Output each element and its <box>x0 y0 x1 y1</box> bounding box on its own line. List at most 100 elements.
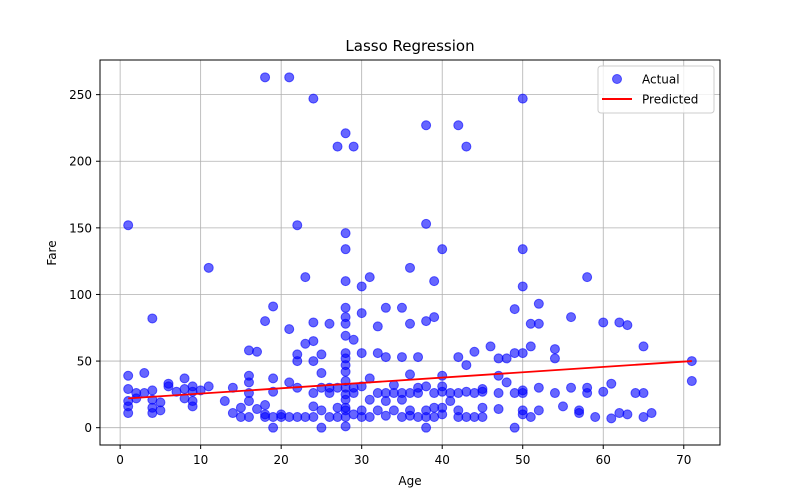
actual-point <box>348 388 359 399</box>
actual-point <box>638 412 649 423</box>
actual-point <box>147 385 158 396</box>
actual-point <box>243 345 254 356</box>
actual-point <box>308 336 319 347</box>
actual-point <box>405 369 415 380</box>
actual-point <box>606 413 617 424</box>
actual-point <box>525 412 536 423</box>
actual-point <box>388 405 399 416</box>
actual-point <box>557 401 568 412</box>
actual-point <box>260 400 271 411</box>
actual-point <box>308 388 319 399</box>
y-tick-label: 50 <box>77 355 92 369</box>
actual-point <box>308 93 319 104</box>
actual-point <box>308 412 319 423</box>
y-tick-label: 250 <box>69 88 92 102</box>
actual-point <box>413 388 424 399</box>
actual-point <box>477 402 488 413</box>
actual-point <box>477 412 488 423</box>
x-tick-label: 70 <box>676 453 691 467</box>
actual-point <box>493 388 504 399</box>
actual-point <box>243 412 254 423</box>
actual-point <box>243 396 254 407</box>
actual-point <box>517 348 528 359</box>
predicted-line-group <box>128 360 692 400</box>
actual-point <box>340 366 351 377</box>
actual-point <box>356 381 367 392</box>
actual-point <box>356 348 367 359</box>
actual-point <box>461 386 472 397</box>
actual-point <box>509 304 520 315</box>
predicted-line <box>128 360 692 400</box>
actual-point <box>549 344 560 355</box>
actual-point <box>316 422 327 433</box>
actual-point <box>380 352 391 363</box>
actual-point <box>123 220 134 231</box>
plot-frame <box>99 59 721 446</box>
actual-point <box>614 408 625 419</box>
actual-point <box>123 384 134 395</box>
actual-point <box>445 396 456 407</box>
actual-point <box>509 422 520 433</box>
actual-point <box>284 377 295 388</box>
actual-point <box>292 356 303 367</box>
actual-point <box>340 244 351 255</box>
actual-point <box>235 402 246 413</box>
y-tick-label: 150 <box>69 221 92 235</box>
actual-point <box>405 262 415 273</box>
actual-point <box>413 352 424 363</box>
actual-point <box>501 353 512 364</box>
actual-point <box>533 405 544 416</box>
actual-point <box>582 388 593 399</box>
actual-point <box>646 408 657 419</box>
x-axis-label: Age <box>398 474 421 488</box>
actual-point <box>324 318 335 329</box>
actual-point <box>517 244 528 255</box>
actual-point <box>380 302 391 313</box>
actual-point <box>533 318 544 329</box>
actual-point <box>139 368 150 379</box>
actual-point <box>123 408 134 419</box>
actual-point <box>284 72 295 83</box>
actual-point <box>227 408 238 419</box>
actual-point <box>396 302 407 313</box>
y-tick-label: 0 <box>84 421 92 435</box>
legend-actual-label: Actual <box>642 73 680 87</box>
actual-point <box>429 388 440 399</box>
actual-point <box>396 394 407 405</box>
actual-point <box>308 317 319 328</box>
actual-point <box>501 377 512 388</box>
actual-point <box>308 401 319 412</box>
actual-point <box>638 388 649 399</box>
actual-point <box>517 388 528 399</box>
legend: Actual Predicted <box>597 65 715 114</box>
actual-point <box>477 386 488 397</box>
actual-point <box>461 360 472 371</box>
actual-point <box>686 376 697 387</box>
actual-point <box>268 373 279 384</box>
actual-point <box>582 272 593 283</box>
actual-point <box>260 316 271 327</box>
actual-point <box>147 313 158 324</box>
actual-point <box>340 421 351 432</box>
actual-point <box>324 388 335 399</box>
x-tick-label: 10 <box>193 453 208 467</box>
actual-point <box>405 318 415 329</box>
actual-point <box>380 396 391 407</box>
actual-point <box>179 373 190 384</box>
actual-point <box>155 405 166 416</box>
actual-point <box>252 346 263 357</box>
actual-points <box>123 72 697 433</box>
actual-point <box>493 404 504 415</box>
legend-actual-marker <box>612 74 622 84</box>
actual-point <box>163 381 174 392</box>
actual-point <box>340 330 351 341</box>
actual-point <box>461 141 472 152</box>
actual-point <box>453 352 464 363</box>
actual-point <box>316 349 327 360</box>
actual-point <box>517 281 528 292</box>
actual-point <box>364 272 375 283</box>
actual-point <box>340 302 351 313</box>
actual-point <box>421 422 432 433</box>
x-tick-label: 40 <box>435 453 450 467</box>
